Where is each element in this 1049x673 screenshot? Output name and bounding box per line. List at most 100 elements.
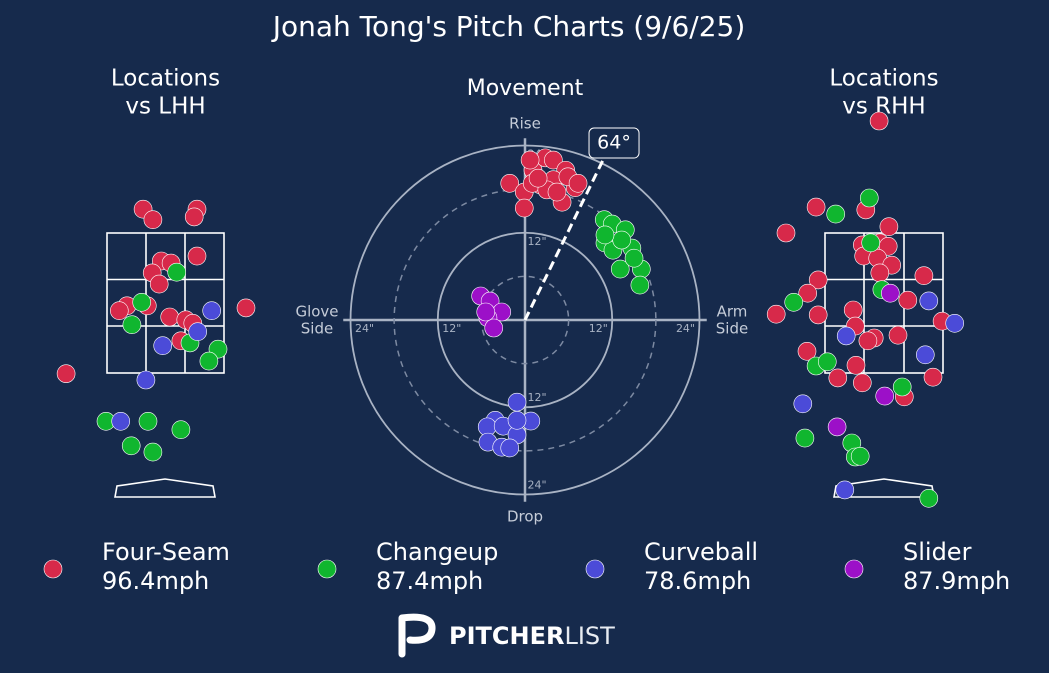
pitch-point [188,322,207,342]
pitch-point [846,355,866,375]
ring-label: 12" [527,235,546,248]
pitch-point [138,411,158,431]
pitch-point [828,368,848,388]
pitch-point [776,223,796,243]
pitch-point [892,377,912,397]
pitch-point [898,290,918,310]
legend-name: Changeup [376,538,498,566]
chart-title: Jonah Tong's Pitch Charts (9/6/25) [271,10,746,43]
pitch-point [915,345,935,365]
pitch-point [806,197,826,217]
ring-label: 12" [442,322,461,335]
pitch-point [850,446,870,466]
pitch-point [160,307,179,327]
pitch-point [766,304,786,324]
ring-label: 24" [355,322,374,335]
arm-angle-box [588,127,640,159]
pitch-point [514,198,534,218]
pitch-point [858,331,878,351]
pitch-point [187,246,207,266]
pitch-point [528,168,548,188]
pitch-point [875,386,895,406]
pitch-point [110,301,129,321]
pitch-point [153,336,172,356]
pitch-point [852,373,872,393]
pitch-point [121,436,141,456]
pitch-point [500,438,520,458]
pitch-point [836,326,856,346]
pitch-point [919,488,939,508]
pitch-point [797,341,817,361]
legend-name: Curveball [644,538,758,566]
pitch-point [859,188,879,208]
pitch-point [914,266,934,286]
axis-label: Side [301,320,333,338]
logo: PITCHERLIST [398,613,615,658]
pitch-point [880,283,900,303]
pitch-point [484,318,504,338]
legend-velocity: 87.9mph [903,567,1010,595]
pitch-point [798,283,818,303]
legend-marker [585,559,605,579]
axis-label: Arm [717,303,748,321]
pitch-point [827,417,847,437]
pitch-point [630,275,650,295]
pitch-point [793,394,813,414]
pitch-point [869,111,889,131]
legend-velocity: 78.6mph [644,567,751,595]
ring-label: 12" [527,391,546,404]
pitch-point [171,420,191,440]
axis-label: Glove [295,303,338,321]
panel-title: Locations [829,66,938,92]
pitch-point [500,174,520,193]
pitch-point [817,352,837,372]
pitch-point [568,174,588,193]
arm-angle-line [523,159,605,321]
ring-label: 24" [527,478,546,491]
pitch-point [919,291,939,311]
pitch-point [610,259,630,279]
panel-title: vs LHH [125,94,205,120]
pitch-point [544,150,563,170]
pitch-point [888,325,908,345]
axis-label: Drop [507,508,543,526]
pitch-point [56,364,76,384]
pitch-point [167,262,186,282]
pitch-point [923,367,943,387]
pitch-point [595,225,615,245]
pitch-point [624,248,644,268]
arm-angle-label: 64° [597,132,631,154]
pitch-point [861,233,881,253]
pitch-point [199,351,219,371]
pitch-point [826,204,846,224]
pitch-point [870,263,890,283]
ring [349,144,701,496]
pitch-point [795,428,815,448]
pitch-point [945,313,965,333]
pitch-point [184,207,204,227]
pitch-point [143,442,163,462]
pitch-point [520,150,540,170]
legend-marker [844,559,864,579]
pitch-point [149,274,169,294]
legend-marker [317,559,337,579]
ring [436,231,614,409]
pitch-point [843,300,863,320]
pitch-point [808,270,828,290]
pitch-point [784,292,804,312]
pitch-point [111,411,130,431]
axis-label: Rise [509,115,541,133]
legend-marker [43,559,63,579]
panel-title: Movement [467,76,584,101]
pitch-point [547,182,567,202]
pitch-point [835,480,855,500]
pitch-point [122,315,142,335]
pitch-point [879,217,899,236]
axis-label: Side [716,320,748,338]
legend-name: Slider [903,538,972,566]
ring-label: 12" [589,322,608,335]
pitch-point [236,298,256,318]
pitch-point [132,292,151,312]
legend-name: Four-Seam [102,538,230,566]
